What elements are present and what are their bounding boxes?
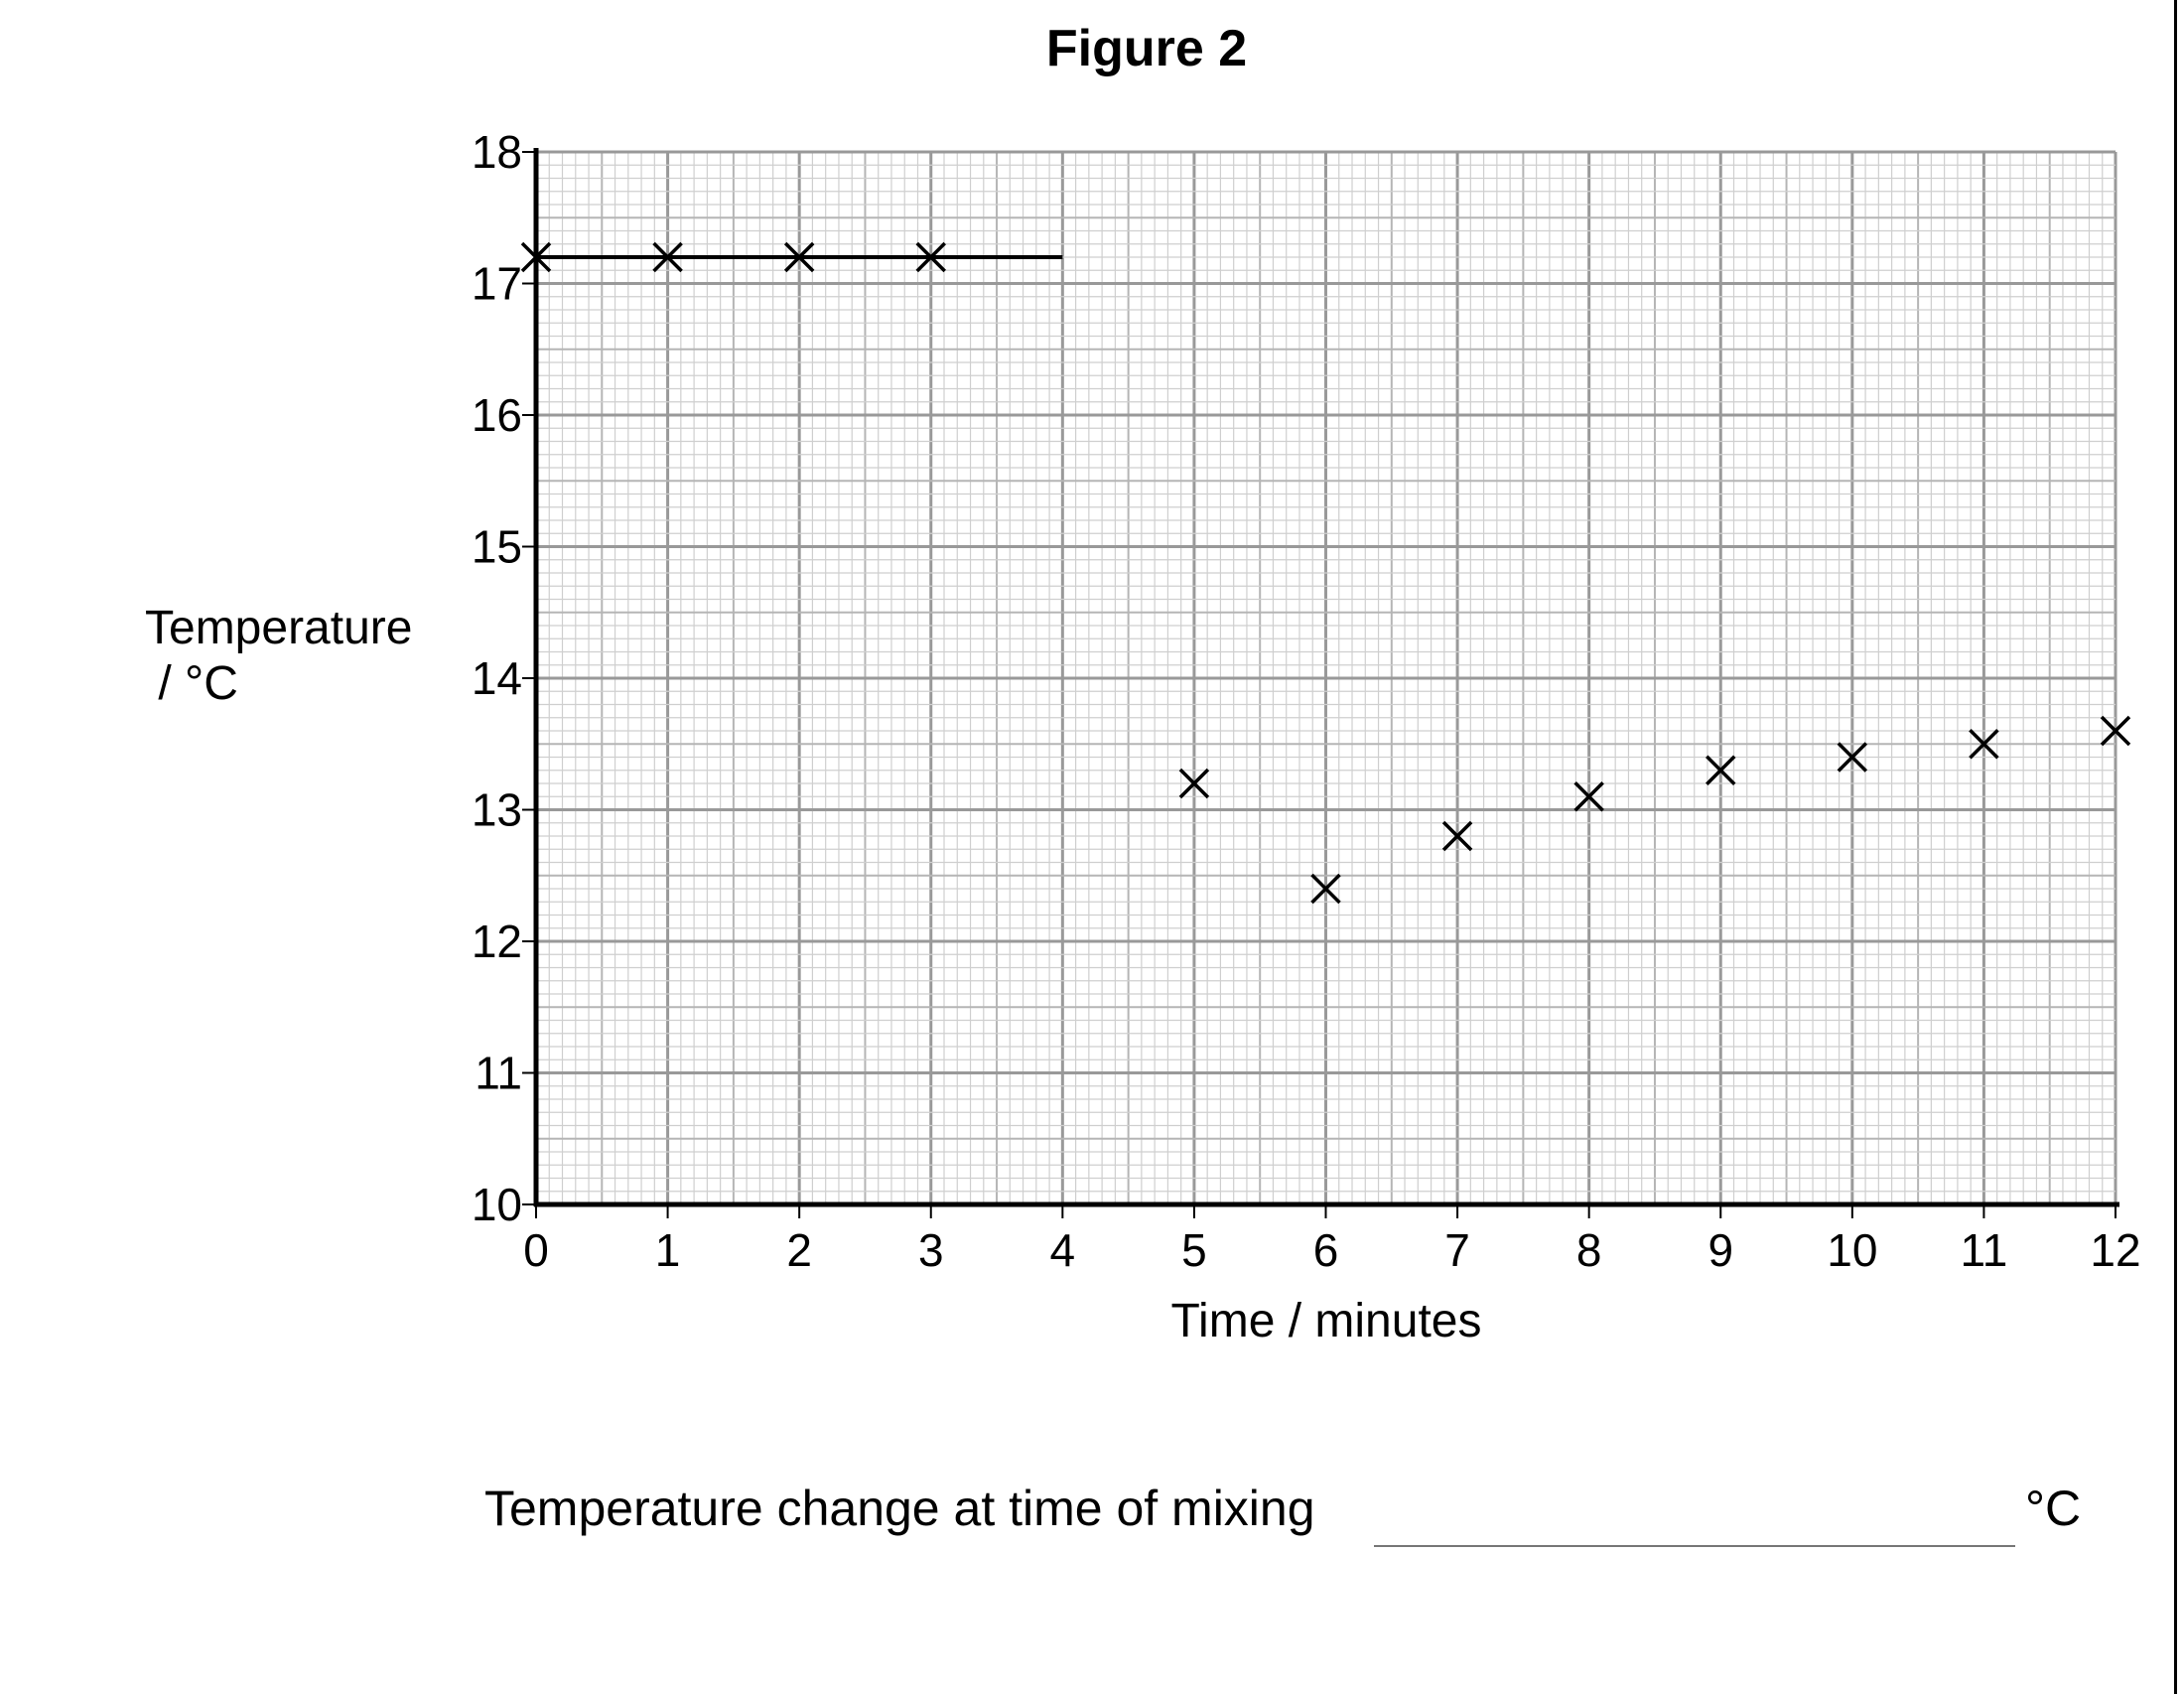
x-tick-label: 9 bbox=[1707, 1224, 1733, 1276]
data-point-cross bbox=[1706, 755, 1736, 785]
data-point-cross bbox=[2100, 715, 2131, 747]
data-point-cross bbox=[1310, 873, 1341, 905]
data-point-cross bbox=[915, 241, 946, 273]
x-axis-title: Time / minutes bbox=[1171, 1295, 1482, 1347]
figure-2-chart: Figure 2 0 1 2 3 4 5 6 7 8 9 10 11 12 10111213141516… bbox=[145, 20, 2141, 1347]
x-tick-label: 7 bbox=[1444, 1224, 1470, 1276]
x-tick-labels: 0 1 2 3 4 5 6 7 8 9 10 11 12 bbox=[523, 1204, 2141, 1276]
y-tick-label: 12 bbox=[472, 916, 522, 967]
answer-unit: °C bbox=[2025, 1481, 2082, 1536]
data-point-cross bbox=[520, 241, 552, 273]
x-tick-label: 1 bbox=[655, 1224, 681, 1276]
x-tick-label: 8 bbox=[1576, 1224, 1602, 1276]
x-tick-label: 12 bbox=[2090, 1224, 2140, 1276]
answer-input-blank[interactable] bbox=[1374, 1545, 2015, 1547]
y-axis-title-line-1: Temperature bbox=[145, 602, 412, 654]
data-point-cross bbox=[1178, 768, 1210, 799]
y-tick-label: 17 bbox=[472, 258, 522, 310]
data-point-cross bbox=[652, 241, 683, 273]
data-point-cross bbox=[1441, 820, 1473, 852]
y-tick-label: 15 bbox=[472, 521, 522, 573]
answer-line: Temperature change at time of mixing °C bbox=[484, 1480, 2093, 1559]
data-point-cross bbox=[1837, 742, 1868, 773]
y-tick-label: 13 bbox=[472, 784, 522, 836]
data-points bbox=[520, 241, 2131, 905]
y-tick-label: 10 bbox=[472, 1179, 522, 1230]
x-tick-label: 3 bbox=[918, 1224, 944, 1276]
grid bbox=[534, 150, 2117, 1206]
answer-label: Temperature change at time of mixing bbox=[484, 1481, 1315, 1536]
x-tick-label: 5 bbox=[1181, 1224, 1207, 1276]
x-tick-label: 2 bbox=[786, 1224, 812, 1276]
data-point-cross bbox=[783, 241, 815, 273]
x-tick-label: 4 bbox=[1050, 1224, 1076, 1276]
y-tick-label: 16 bbox=[472, 389, 522, 441]
x-tick-label: 0 bbox=[523, 1224, 549, 1276]
y-tick-label: 18 bbox=[472, 126, 522, 178]
x-tick-label: 6 bbox=[1313, 1224, 1339, 1276]
y-tick-label: 14 bbox=[472, 652, 522, 704]
x-tick-label: 11 bbox=[1961, 1224, 2008, 1276]
y-tick-label: 11 bbox=[475, 1048, 522, 1099]
data-point-cross bbox=[1573, 781, 1604, 812]
chart-title: Figure 2 bbox=[1046, 20, 1247, 77]
x-tick-label: 10 bbox=[1827, 1224, 1877, 1276]
y-axis-title-line-2: / °C bbox=[145, 657, 238, 710]
page-right-border bbox=[2174, 0, 2177, 1694]
y-tick-labels: 10 11 12 13 14 15 16 17 18 bbox=[472, 126, 536, 1230]
data-point-cross bbox=[1969, 729, 1999, 760]
